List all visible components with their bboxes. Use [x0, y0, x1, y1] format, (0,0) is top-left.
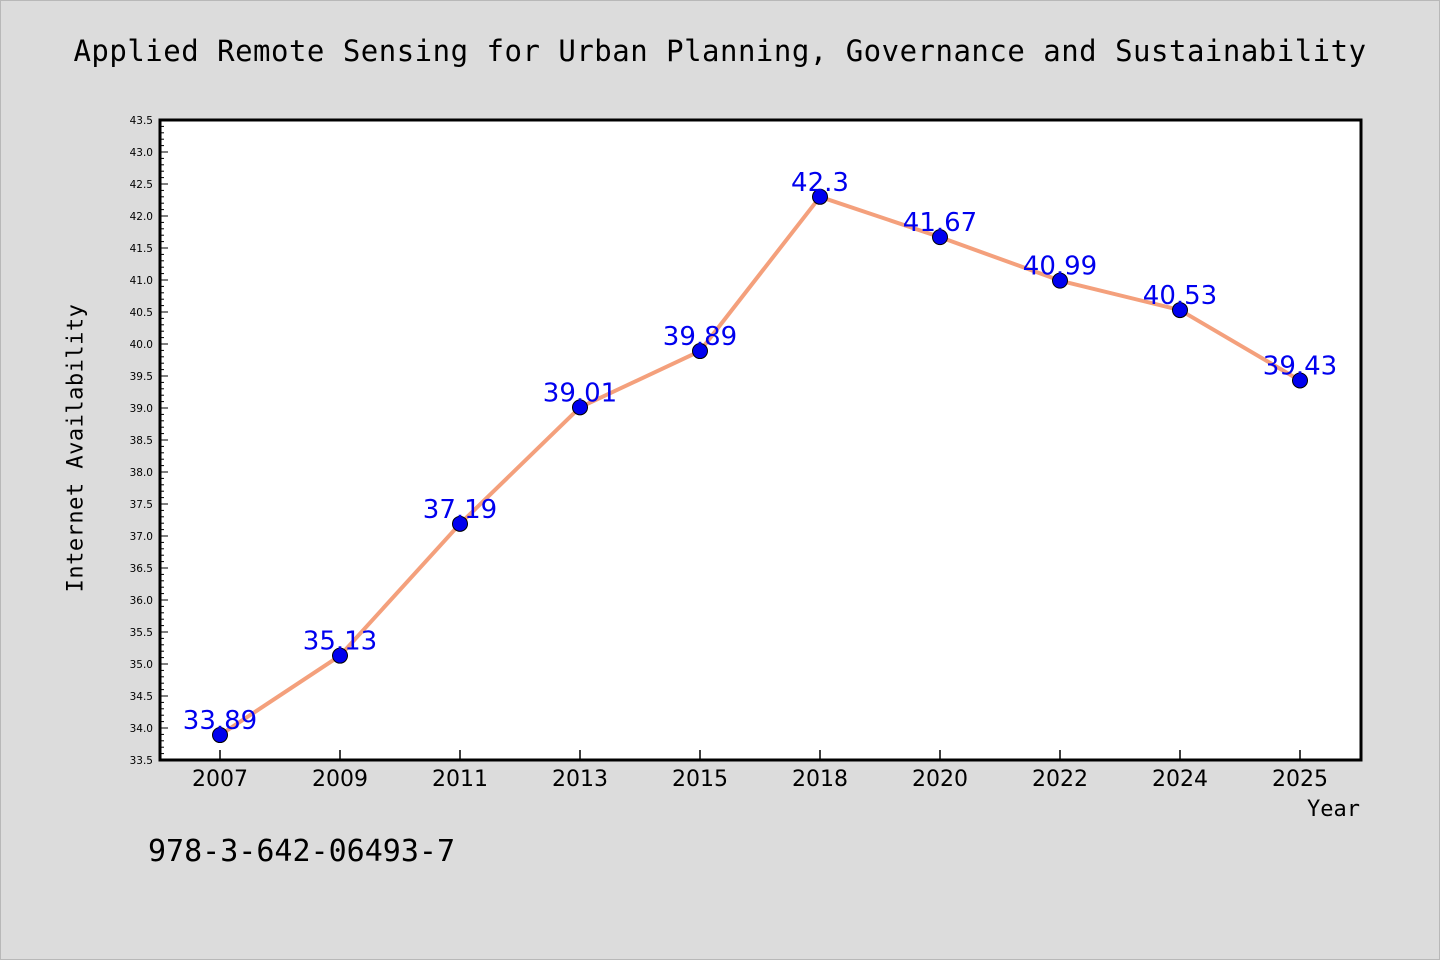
- data-label: 41.67: [903, 208, 977, 238]
- x-tick-label: 2007: [192, 767, 248, 792]
- x-tick-label: 2015: [672, 767, 728, 792]
- data-label: 42.3: [791, 168, 849, 198]
- y-tick-label: 41.5: [130, 243, 153, 255]
- y-tick-label: 39.5: [130, 371, 153, 383]
- y-tick-label: 34.5: [130, 691, 153, 703]
- footnote-isbn: 978-3-642-06493-7: [148, 834, 456, 869]
- data-label: 40.99: [1023, 252, 1097, 282]
- data-point: [692, 343, 708, 360]
- data-point: [1292, 372, 1308, 389]
- x-axis-title: Year: [1307, 797, 1360, 822]
- x-ticks: 2007 2009 2011 2013 2015 2018 2020 2022 2024 2025: [192, 750, 1328, 792]
- data-point: [1052, 272, 1068, 289]
- data-label: 39.89: [663, 322, 737, 352]
- y-tick-label: 41.0: [130, 275, 153, 287]
- x-tick-label: 2011: [432, 767, 488, 792]
- data-label: 37.19: [423, 495, 497, 525]
- y-tick-label: 40.0: [130, 339, 153, 351]
- data-point: [332, 647, 348, 664]
- y-tick-label: 35.5: [130, 627, 153, 639]
- x-tick-label: 2020: [912, 767, 968, 792]
- y-tick-label: 38.0: [130, 467, 153, 479]
- data-point: [452, 515, 468, 532]
- data-label: 39.01: [543, 378, 617, 408]
- y-tick-label: 40.5: [130, 307, 153, 319]
- x-tick-label: 2009: [312, 767, 368, 792]
- series-layer: 33.89 35.13 37.19 39.01 39.89 42.3 41.67 40.99 4…: [183, 168, 1337, 744]
- y-tick-label: 43.0: [130, 147, 153, 159]
- x-tick-label: 2024: [1152, 767, 1208, 792]
- y-ticks: 33.5 34.0 34.5 35.0 35.5 36.0 36.5 37.0 37.5 38.0…: [130, 115, 168, 767]
- y-tick-label: 36.5: [130, 563, 153, 575]
- data-point: [212, 727, 228, 744]
- y-tick-label: 37.5: [130, 499, 153, 511]
- data-label: 40.53: [1143, 281, 1217, 311]
- x-tick-label: 2018: [792, 767, 848, 792]
- data-point: [812, 188, 828, 205]
- y-tick-label: 38.5: [130, 435, 153, 447]
- y-tick-label: 39.0: [130, 403, 153, 415]
- y-tick-label: 33.5: [130, 755, 153, 767]
- plot-area: [160, 120, 1361, 760]
- data-point: [572, 399, 588, 416]
- x-tick-label: 2022: [1032, 767, 1088, 792]
- y-tick-label: 35.0: [130, 659, 153, 671]
- data-point: [1172, 302, 1188, 319]
- data-label: 39.43: [1263, 351, 1337, 381]
- data-label: 35.13: [303, 627, 377, 657]
- x-tick-label: 2013: [552, 767, 608, 792]
- data-point: [932, 229, 948, 246]
- y-tick-label: 42.5: [130, 179, 153, 191]
- data-label: 33.89: [183, 706, 257, 736]
- y-tick-label: 36.0: [130, 595, 153, 607]
- y-tick-label: 34.0: [130, 723, 153, 735]
- chart-title: Applied Remote Sensing for Urban Plannin…: [73, 34, 1367, 68]
- plot-border: [158, 118, 1363, 762]
- y-tick-label: 37.0: [130, 531, 153, 543]
- series-line: [218, 194, 1302, 738]
- y-tick-label: 43.5: [130, 115, 153, 127]
- x-tick-label: 2025: [1272, 767, 1328, 792]
- y-tick-label: 42.0: [130, 211, 153, 223]
